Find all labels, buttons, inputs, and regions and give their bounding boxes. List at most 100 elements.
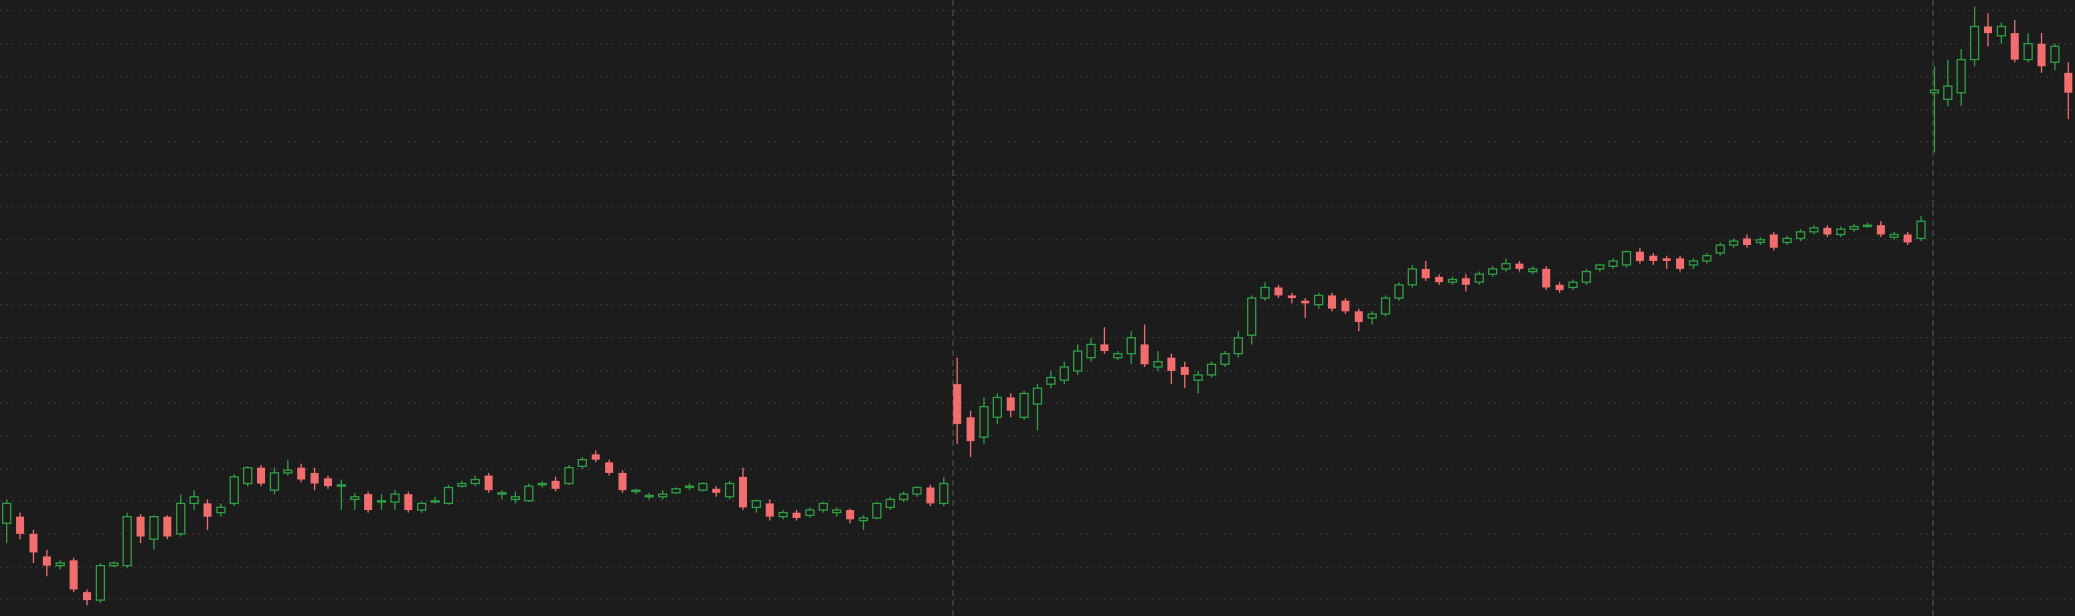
candle-body <box>1274 287 1283 296</box>
candle-body <box>2064 72 2073 93</box>
candle-body <box>336 484 347 487</box>
candle-body <box>684 485 695 489</box>
candle-body <box>189 496 199 505</box>
candle-body <box>738 476 747 508</box>
candle-body <box>577 459 588 467</box>
candle-body <box>1474 273 1484 283</box>
candle-body <box>1153 361 1163 368</box>
candle-body <box>1996 25 2007 37</box>
candle-body <box>497 492 507 495</box>
candle-body <box>122 515 132 567</box>
candle-body <box>1100 344 1109 352</box>
candle-body <box>1006 397 1015 411</box>
candle-body <box>1461 278 1470 285</box>
candle-body <box>1688 260 1699 266</box>
candle-body <box>283 469 293 474</box>
candle-body <box>69 560 78 590</box>
candle-body <box>404 494 413 511</box>
candle-body <box>858 517 869 522</box>
candle-body <box>55 562 65 567</box>
candle-body <box>939 482 949 505</box>
candle-body <box>805 509 815 516</box>
candle-body <box>979 406 989 438</box>
candle-body <box>1113 353 1123 359</box>
candle-body <box>1328 295 1337 309</box>
candle-body <box>417 502 427 511</box>
candle-body <box>2037 43 2046 67</box>
candle-body <box>953 384 962 424</box>
candle-body <box>564 466 574 485</box>
candle-body <box>1969 25 1980 61</box>
candle-body <box>1447 278 1458 283</box>
candle-body <box>1019 392 1029 418</box>
candle-body <box>484 475 493 491</box>
candle-body <box>1943 85 1953 101</box>
candle-body <box>818 502 828 511</box>
candle-body <box>1421 268 1430 279</box>
candle-body <box>1876 225 1885 235</box>
candle-body <box>1233 337 1243 355</box>
candle-body <box>269 472 280 491</box>
candle-body <box>992 396 1003 418</box>
candle-body <box>1568 281 1578 289</box>
candle-body <box>242 466 253 485</box>
candle-body <box>1862 224 1873 228</box>
candle-body <box>846 510 855 520</box>
candle-body <box>1621 251 1632 266</box>
candle-body <box>1435 276 1444 283</box>
candle-body <box>2023 43 2033 61</box>
candle-body <box>1702 255 1712 262</box>
candle-body <box>1528 268 1538 273</box>
candle-body <box>510 496 521 501</box>
candle-body <box>1555 284 1564 291</box>
candle-body <box>430 500 440 503</box>
candle-body <box>1367 313 1377 319</box>
candle-body <box>297 467 306 480</box>
candle-body <box>1836 228 1846 236</box>
candle-body <box>631 489 641 493</box>
candle-body <box>443 486 454 505</box>
candle-body <box>1635 251 1644 261</box>
candle-body <box>1715 244 1725 254</box>
candle-body <box>1394 284 1404 299</box>
candle-body <box>323 478 332 487</box>
candle-body <box>163 516 172 537</box>
candle-body <box>350 496 360 501</box>
candle-body <box>537 482 547 486</box>
candle-body <box>1889 233 1899 238</box>
candle-body <box>149 515 159 540</box>
candle-body <box>698 482 708 491</box>
candle-body <box>364 494 373 511</box>
candle-body <box>1849 225 1859 230</box>
candle-body <box>2 502 12 524</box>
candle-body <box>1743 238 1752 246</box>
candle-body <box>832 509 842 514</box>
candle-body <box>778 512 788 518</box>
candle-body <box>1956 58 1966 94</box>
candle-body <box>618 472 627 491</box>
candle-body <box>1193 374 1203 381</box>
candle-body <box>1167 357 1176 371</box>
candle-body <box>1247 297 1257 336</box>
candle-body <box>136 516 145 537</box>
candle-body <box>1823 227 1832 235</box>
candle-body <box>1260 286 1270 299</box>
candle-body <box>1059 366 1069 381</box>
candle-body <box>751 500 762 509</box>
candle-body <box>376 500 387 503</box>
candle-body <box>1126 337 1136 355</box>
candle-body <box>203 503 212 517</box>
candle-body <box>1072 350 1083 372</box>
candle-body <box>1180 366 1189 375</box>
candle-body <box>1676 258 1685 269</box>
candle-body <box>885 498 895 509</box>
grid <box>0 10 2075 600</box>
candle-body <box>176 502 186 535</box>
candle-body <box>257 467 266 484</box>
candle-body <box>390 493 400 503</box>
candle-body <box>1301 300 1310 304</box>
candle-body <box>524 485 534 502</box>
candle-body <box>109 562 119 567</box>
